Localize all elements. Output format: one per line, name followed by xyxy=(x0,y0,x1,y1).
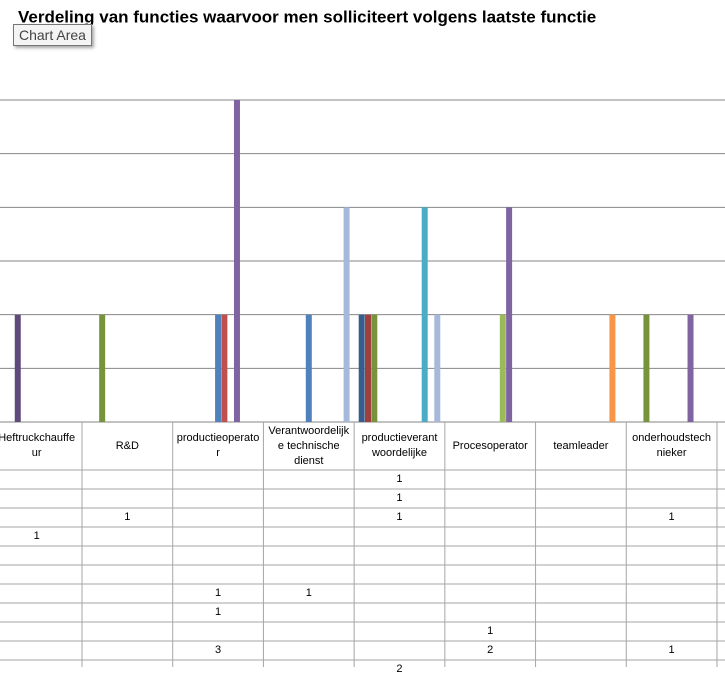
bar xyxy=(506,207,513,422)
bar xyxy=(99,314,106,422)
table-cell: 1 xyxy=(487,625,494,637)
table-cell: 1 xyxy=(305,587,312,599)
x-tick-label: Procesoperator xyxy=(452,439,528,452)
bar xyxy=(364,314,371,422)
bar xyxy=(687,314,694,422)
x-tick-label: productieoperator xyxy=(176,432,260,459)
table-cell: 1 xyxy=(396,492,403,504)
bar xyxy=(14,314,21,422)
bar xyxy=(215,314,222,422)
x-tick-label: productieverantwoordelijke xyxy=(361,432,438,459)
table-cell: 1 xyxy=(33,530,40,542)
bar xyxy=(221,314,228,422)
x-tick-label: Heftruckchauffeur xyxy=(0,432,76,459)
table-cell: 1 xyxy=(396,511,403,523)
bar xyxy=(421,207,428,422)
table-cell: 1 xyxy=(215,606,222,618)
table-cell: 1 xyxy=(668,644,675,656)
table-cell: 1 xyxy=(215,587,222,599)
bar xyxy=(434,314,441,422)
x-tick-label: R&D xyxy=(115,439,139,452)
table-cell: 1 xyxy=(668,511,675,523)
table-cell: 1 xyxy=(396,473,403,485)
bar xyxy=(643,314,650,422)
x-tick-label: Verantwoordelijke technische dienst xyxy=(268,424,350,467)
tooltip: Chart Area xyxy=(13,24,92,46)
bar xyxy=(499,314,506,422)
table-cell: 2 xyxy=(487,644,494,656)
table-cell: 2 xyxy=(396,663,403,675)
chart-title: Verdeling van functies waarvoor men soll… xyxy=(18,7,596,26)
bar xyxy=(343,207,350,422)
bar xyxy=(305,314,312,422)
bar xyxy=(233,100,240,422)
table-cell: 1 xyxy=(124,511,131,523)
bar xyxy=(371,314,378,422)
x-tick-label: teamleader xyxy=(553,439,609,452)
bar xyxy=(609,314,616,422)
bar xyxy=(358,314,365,422)
table-cell: 3 xyxy=(215,644,222,656)
x-tick-label: onderhoudstechnieker xyxy=(632,432,712,459)
